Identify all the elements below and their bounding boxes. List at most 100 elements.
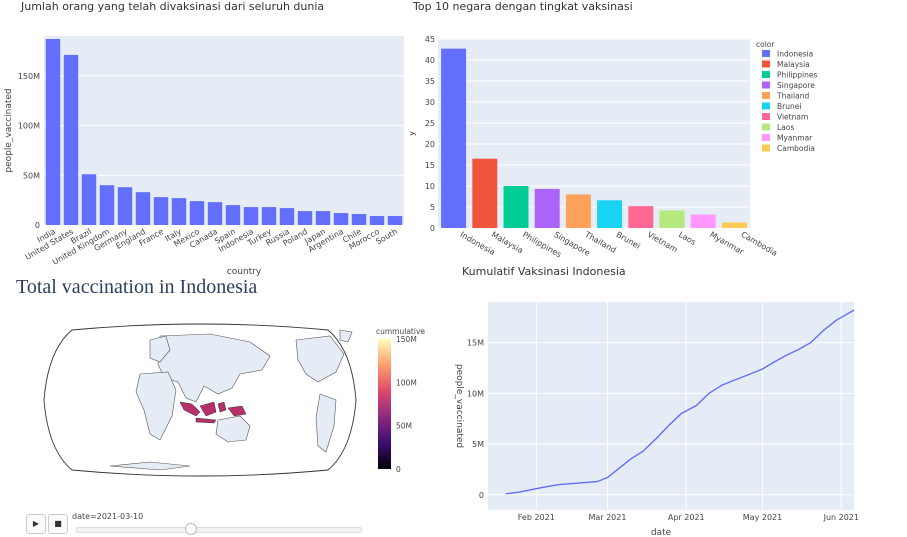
bar-laos[interactable] [659,210,685,228]
bar-germany[interactable] [117,187,133,225]
cumulative-panel: Kumulatif Vaksinasi Indonesia 0 5M 10M 15M F… [450,262,907,537]
indonesia-region[interactable] [217,401,227,413]
bar-england[interactable] [135,192,151,225]
stop-button[interactable]: ■ [48,514,68,534]
bar-india[interactable] [45,38,61,226]
series-line[interactable] [505,309,855,495]
bar-poland[interactable] [297,211,313,225]
bar-indonesia[interactable] [243,207,259,225]
bar-south[interactable] [387,216,403,225]
colorbar-tick-label: 50M [396,422,412,431]
y-tick-label: 45 [425,35,435,44]
landmass-antarctica-edge [109,461,191,471]
bar-canada[interactable] [207,202,223,225]
plot-area [488,302,854,510]
y-tick-label: 0 [430,224,435,233]
y-tick-label: 0 [479,491,484,500]
bar-morocco[interactable] [369,216,385,225]
world-map[interactable]: cummulative 0 50M 100M 150M [0,270,450,537]
bar-cambodia[interactable] [721,222,747,228]
landmass-south-america [315,393,337,453]
y-tick-label: 15 [425,161,435,170]
plot-area [44,36,404,225]
top10-panel: Top 10 negara dengan tingkat vaksinasi 0… [410,0,907,270]
bar-united-kingdom[interactable] [99,185,115,225]
map-group [43,323,357,477]
indonesia-region[interactable] [179,401,201,417]
bar-argentina[interactable] [333,213,349,225]
bar-philippines[interactable] [503,186,529,228]
legend-swatch[interactable] [762,134,770,141]
y-tick-label: 150M [18,72,40,81]
colorbar-tick-label: 100M [396,378,417,387]
landmass-greenland [339,329,353,343]
legend-swatch[interactable] [762,123,770,131]
bar-chile[interactable] [351,214,367,225]
legend-label: Thailand [776,92,809,101]
chart4-title: Kumulatif Vaksinasi Indonesia [462,265,626,278]
x-tick-label: Cambodia [739,230,779,258]
bar-italy[interactable] [171,198,187,225]
legend-swatch[interactable] [762,144,770,152]
landmass-australia [215,415,251,443]
bar-united-states[interactable] [63,54,79,226]
legend-swatch[interactable] [762,60,770,68]
bar-indonesia[interactable] [441,48,467,228]
y-tick-label: 20 [425,140,435,149]
bar-turkey[interactable] [261,207,277,225]
indonesia-region[interactable] [199,401,217,417]
animation-date-label: date=2021-03-10 [72,512,144,521]
x-tick-label: May 2021 [743,513,782,522]
x-tick-label: Mar 2021 [588,513,626,522]
bar-brazil[interactable] [81,174,97,225]
legend-swatch[interactable] [762,50,770,57]
y-tick-label: 30 [425,98,435,107]
bar-myanmar[interactable] [690,214,716,228]
chart4-svg[interactable]: 0 5M 10M 15M Feb 2021 Mar 2021 Apr 2021 May 202… [450,262,907,537]
y-tick-label: 35 [425,77,435,86]
y-tick-label: 5 [430,203,435,212]
legend-title: color [756,40,775,49]
bar-brunei[interactable] [597,200,623,228]
bar-singapore[interactable] [534,188,560,228]
y-tick-label: 10M [467,389,484,398]
legend-label: Philippines [777,71,818,80]
indonesia-region[interactable] [195,417,217,424]
bar-mexico[interactable] [189,201,205,225]
x-tick-label: Jun 2021 [823,513,859,522]
y-tick-label: 0 [35,221,40,230]
legend-swatch[interactable] [762,113,770,120]
x-tick-label: Apr 2021 [668,513,705,522]
legend-label: Vietnam [777,113,808,122]
y-tick-label: 25 [425,119,435,128]
y-tick-label: 10 [425,182,435,191]
bar-spain[interactable] [225,205,241,225]
y-tick-label: 40 [425,56,435,65]
legend-label: Cambodia [777,144,815,153]
animation-slider-handle[interactable] [184,523,197,535]
y-axis-title: y [410,130,417,136]
bar-malaysia[interactable] [472,158,498,228]
map-title: Total vaccination in Indonesia [16,276,258,298]
map-panel: Total vaccination in Indonesia cummulati… [0,270,450,537]
animation-slider-track[interactable] [76,527,362,533]
bar-russia[interactable] [279,208,295,225]
legend-swatch[interactable] [762,81,770,89]
bar-france[interactable] [153,197,169,225]
landmass-europe [149,335,171,363]
legend-swatch[interactable] [762,102,770,110]
legend-label: Malaysia [777,60,810,69]
bar-vietnam[interactable] [628,206,654,228]
bar-japan[interactable] [315,211,331,225]
legend-swatch[interactable] [762,92,770,99]
legend-swatch[interactable] [762,71,770,78]
bar-thailand[interactable] [565,194,591,228]
play-button[interactable]: ▶ [26,514,46,534]
legend-label: Laos [777,123,794,132]
indonesia-region[interactable] [227,405,247,417]
x-axis-title: date [651,528,672,537]
colorbar-tick-label: 150M [396,335,417,344]
colorbar-title: cummulative [376,327,425,336]
